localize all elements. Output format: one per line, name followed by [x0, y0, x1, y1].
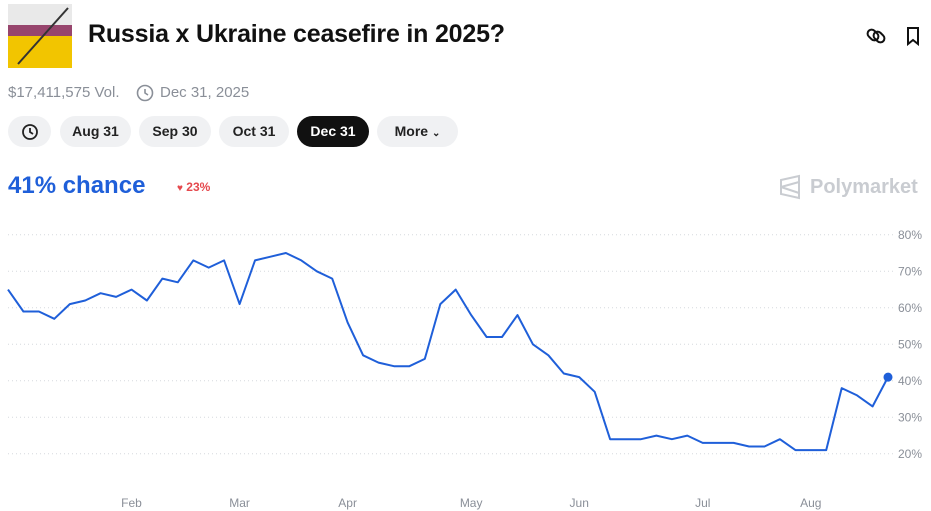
- y-tick-label: 20%: [898, 447, 922, 461]
- chance: 41% chance: [8, 172, 146, 199]
- more-label: More: [394, 123, 429, 139]
- end-date: Dec 31, 2025: [160, 84, 250, 101]
- y-tick-label: 60%: [898, 301, 922, 315]
- price-line: [7, 252, 889, 452]
- filter-button[interactable]: Dec 31: [297, 116, 369, 147]
- x-tick-label: Feb: [121, 496, 142, 510]
- y-tick-label: 30%: [898, 410, 922, 424]
- bookmark-icon[interactable]: [907, 27, 919, 46]
- link-icon[interactable]: [866, 28, 886, 44]
- x-tick-label: May: [460, 496, 483, 510]
- clock-icon: [136, 84, 154, 102]
- x-tick-label: Aug: [800, 496, 821, 510]
- actions: [866, 27, 919, 46]
- x-tick-label: Mar: [229, 496, 250, 510]
- history-button[interactable]: [8, 116, 51, 147]
- more-button[interactable]: More ⌄: [377, 116, 458, 147]
- y-tick-label: 80%: [898, 228, 922, 242]
- x-tick-label: Jul: [695, 496, 710, 510]
- filter-button[interactable]: Aug 31: [60, 116, 131, 147]
- filter-button[interactable]: Oct 31: [219, 116, 289, 147]
- y-tick-label: 70%: [898, 264, 922, 278]
- filter-button[interactable]: Sep 30: [139, 116, 211, 147]
- last-point: [883, 372, 893, 382]
- brand-logo: [780, 174, 800, 200]
- x-tick-label: Apr: [338, 496, 357, 510]
- market-image: [8, 4, 72, 68]
- y-tick-label: 50%: [898, 337, 922, 351]
- market-title: Russia x Ukraine ceasefire in 2025?: [88, 20, 505, 48]
- brand: Polymarket: [810, 176, 918, 198]
- change: ♥ 23%: [177, 180, 211, 194]
- change-value: 23%: [186, 180, 211, 194]
- x-tick-label: Jun: [570, 496, 589, 510]
- volume: $17,411,575 Vol.: [8, 84, 120, 101]
- y-tick-label: 40%: [898, 374, 922, 388]
